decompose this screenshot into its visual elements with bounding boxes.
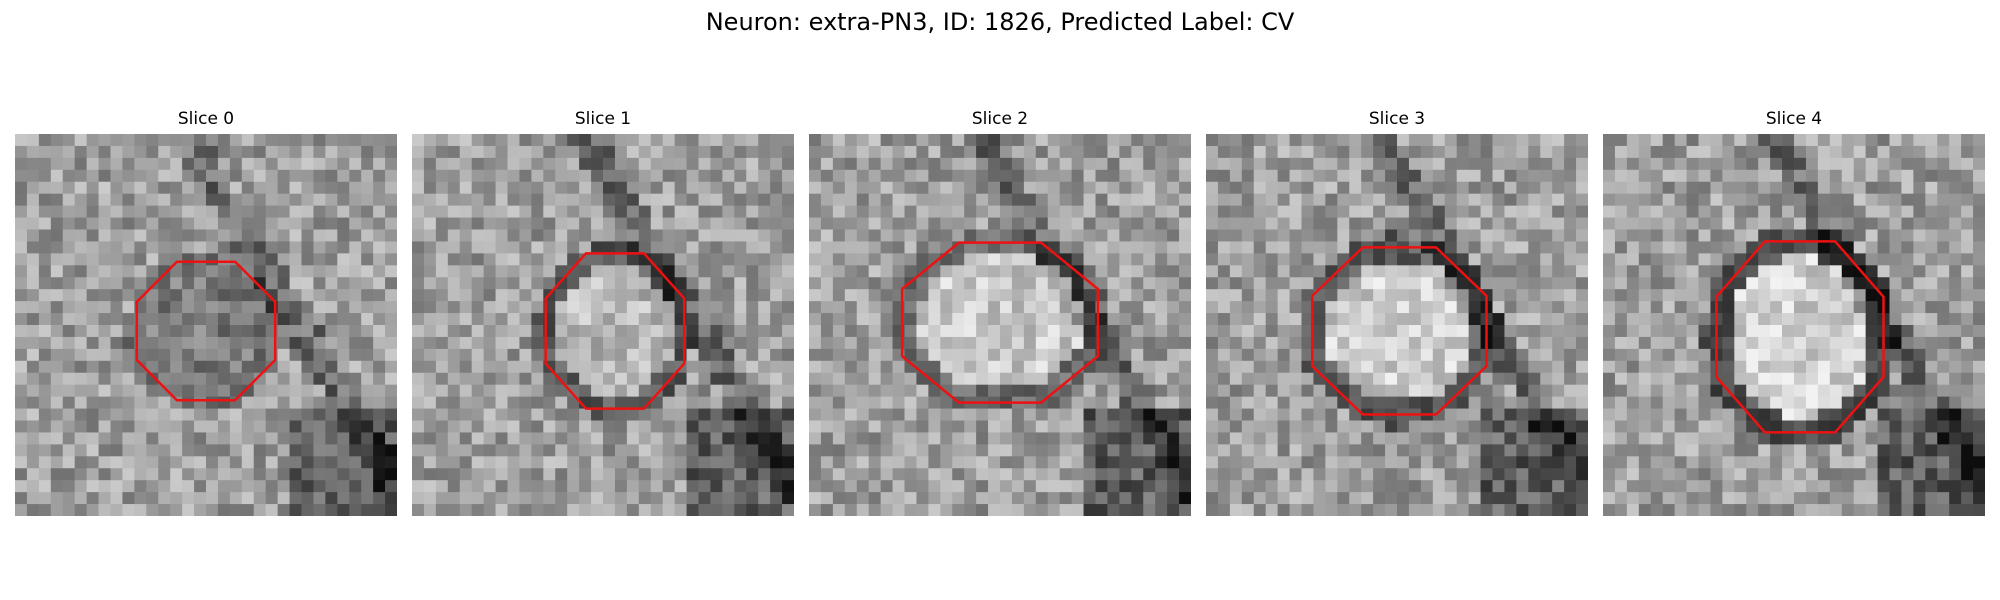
contour-outline-0 [135,260,277,402]
slice-panel-0: Slice 0 [15,108,397,516]
slice-pixels-3 [1206,134,1588,516]
slice-panel-3: Slice 3 [1206,108,1588,516]
slice-title-2: Slice 2 [971,109,1029,129]
figure-title: Neuron: extra-PN3, ID: 1826, Predicted L… [705,8,1295,36]
slice-title-1: Slice 1 [574,109,632,129]
slice-image-2 [809,134,1191,516]
slice-image-0 [15,134,397,516]
slice-pixels-4 [1603,134,1985,516]
slice-pixels-1 [412,134,794,516]
slice-panel-2: Slice 2 [809,108,1191,516]
slice-image-1 [412,134,794,516]
slice-title-0: Slice 0 [177,109,235,129]
slice-panel-4: Slice 4 [1603,108,1985,516]
contour-outline-1 [544,252,686,410]
slice-image-4 [1603,134,1985,516]
slice-title-3: Slice 3 [1368,109,1426,129]
contour-outline-2 [900,241,1100,404]
slice-pixels-2 [809,134,1191,516]
slice-image-3 [1206,134,1588,516]
slice-pixels-0 [15,134,397,516]
contour-outline-4 [1715,240,1885,434]
slice-panel-1: Slice 1 [412,108,794,516]
slice-title-4: Slice 4 [1765,109,1823,129]
contour-outline-3 [1310,246,1488,416]
